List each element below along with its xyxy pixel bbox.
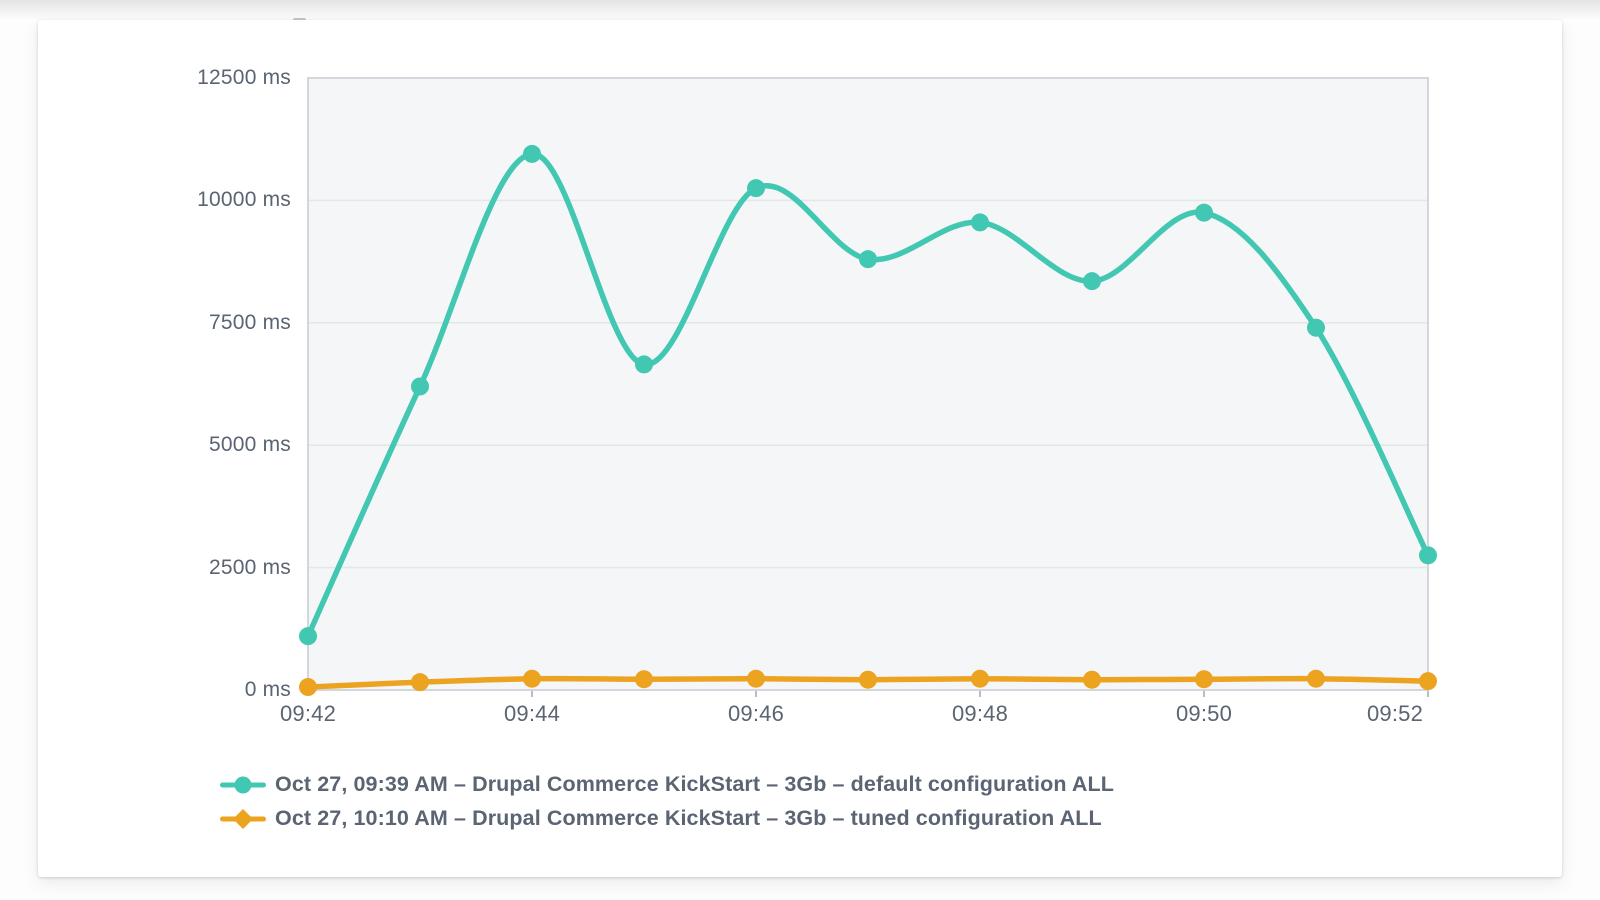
data-point-marker [523,144,541,163]
data-point-marker [1195,203,1213,222]
data-point-marker [635,670,653,689]
data-point-marker [299,627,317,646]
y-axis-label: 2500 ms [209,555,291,579]
data-point-marker [1307,669,1325,688]
data-point-marker [1419,672,1437,691]
data-point-marker [971,213,989,232]
data-point-marker [299,678,317,697]
circle-marker [220,776,266,793]
data-point-marker [523,669,541,688]
data-point-marker [747,669,765,688]
data-point-marker [859,670,877,689]
legend-label: Oct 27, 10:10 AM – Drupal Commerce KickS… [275,806,1102,830]
plot-area [307,77,1429,691]
x-axis-label: 09:44 [503,701,561,726]
legend: Oct 27, 09:39 AM – Drupal Commerce KickS… [220,768,1114,835]
data-point-marker [411,673,429,692]
legend-item: Oct 27, 09:39 AM – Drupal Commerce KickS… [220,768,1114,801]
data-point-marker [635,355,653,374]
data-point-marker [1419,546,1437,565]
y-axis-label: 10000 ms [197,188,291,212]
legend-label: Oct 27, 09:39 AM – Drupal Commerce KickS… [275,772,1114,796]
x-axis-label: 09:48 [951,701,1009,726]
y-axis-label: 5000 ms [209,433,291,457]
x-axis-label: 09:52 [1366,701,1424,726]
data-point-marker [747,179,765,198]
x-axis-label: 09:42 [279,701,337,726]
x-axis-label: 09:46 [727,701,785,726]
data-point-marker [1083,670,1101,689]
data-point-marker [1307,318,1325,337]
y-axis-label: 12500 ms [197,66,291,89]
data-point-marker [859,250,877,269]
series-tuned-config [299,669,1437,697]
diamond-marker [220,808,266,829]
series-default-config [299,144,1437,646]
series-line [305,151,1431,639]
legend-item: Oct 27, 10:10 AM – Drupal Commerce KickS… [220,802,1114,835]
x-axis-label: 09:50 [1175,701,1233,726]
y-axis-label: 0 ms [244,678,291,701]
data-point-marker [1083,272,1101,291]
data-point-marker [971,669,989,688]
viewport-top-shadow [0,0,1600,20]
y-axis-label: 7500 ms [209,310,291,334]
data-point-marker [1195,670,1213,689]
data-point-marker [411,377,429,396]
